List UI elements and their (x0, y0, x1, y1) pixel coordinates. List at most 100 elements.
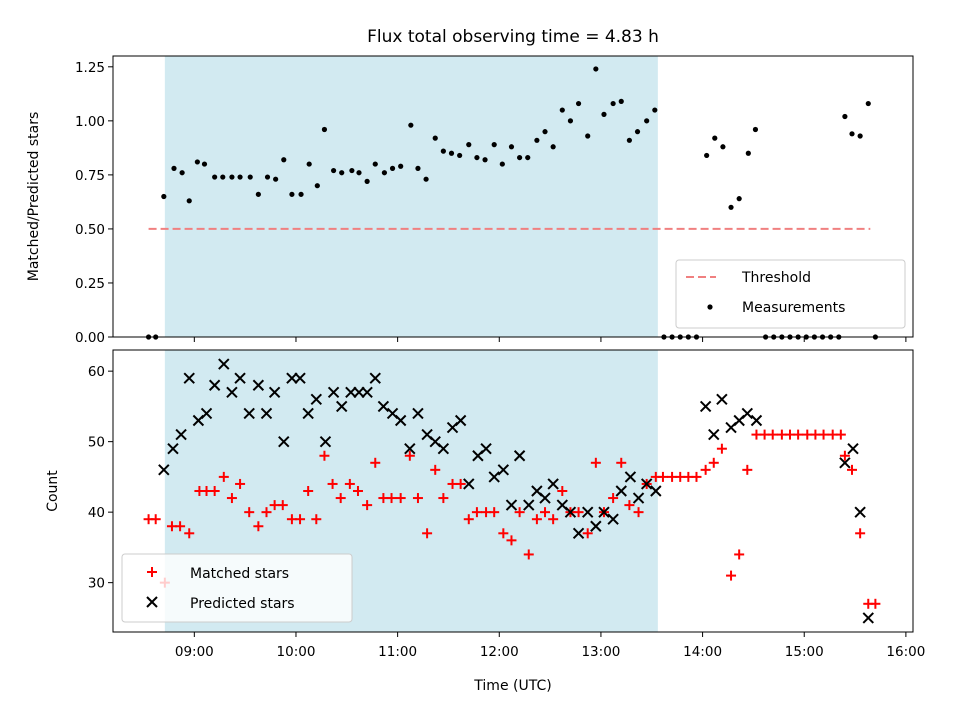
matched-star-point (226, 493, 237, 504)
predicted-star-point (437, 442, 450, 455)
measurement-point (712, 135, 718, 141)
legend-predicted-swatch (146, 596, 158, 608)
measurement-point (728, 204, 734, 210)
measurement-point (482, 157, 488, 163)
matched-star-point (523, 549, 534, 560)
x-tick-label: 10:00 (277, 644, 316, 660)
predicted-star-point (615, 485, 627, 497)
predicted-star-point (741, 407, 754, 420)
count-y-tick-label: 50 (88, 435, 105, 451)
predicted-star-point (394, 414, 407, 427)
predicted-star-point (750, 414, 763, 427)
measurement-point (610, 100, 616, 107)
measurement-point (652, 107, 658, 113)
predicted-star-point (167, 442, 179, 455)
count-y-tick-label: 40 (88, 505, 105, 521)
matched-star-point (548, 514, 559, 525)
matched-star-point (557, 486, 568, 496)
matched-star-point (261, 507, 272, 518)
measurement-point (466, 142, 472, 148)
x-tick-label: 16:00 (886, 644, 925, 660)
measurement-point (865, 100, 871, 107)
predicted-star-point (572, 527, 585, 540)
matched-star-point (244, 507, 255, 518)
measurement-point (255, 191, 261, 197)
predicted-star-point (327, 386, 340, 399)
measurement-point (381, 170, 388, 176)
matched-star-point (734, 549, 745, 560)
matched-star-point (175, 521, 186, 532)
legend-threshold-label: Threshold (741, 270, 811, 286)
matched-star-point (540, 507, 551, 518)
predicted-star-point (260, 407, 273, 420)
measurement-point (389, 165, 396, 171)
measurement-point (281, 157, 287, 163)
matched-star-point (590, 457, 601, 468)
x-tick-label: 15:00 (785, 644, 824, 660)
predicted-star-point (607, 513, 619, 525)
predicted-star-point (286, 372, 298, 384)
count-legend-box (121, 553, 353, 623)
matched-stars-points (143, 429, 881, 609)
predicted-star-point (505, 499, 518, 511)
measurement-point (474, 154, 480, 161)
measurement-point (542, 129, 548, 135)
observing-window-shade (164, 56, 658, 337)
measurement-point (229, 174, 235, 180)
matched-star-point (633, 507, 644, 518)
x-axis-label: Time (UTC) (473, 678, 551, 694)
matched-star-point (303, 486, 314, 496)
measurement-point (212, 174, 218, 180)
matched-star-point (362, 500, 373, 511)
matched-star-point (531, 514, 542, 525)
matched-star-point (430, 464, 441, 475)
predicted-star-point (226, 386, 238, 399)
measurement-point (644, 118, 650, 124)
measurement-point (321, 126, 328, 133)
x-tick-label: 11:00 (378, 644, 417, 660)
matched-star-point (839, 450, 850, 461)
predicted-star-point (345, 386, 357, 399)
predicted-star-point (847, 442, 859, 455)
matched-star-point (370, 457, 381, 468)
predicted-star-point (278, 435, 290, 448)
predicted-star-point (716, 393, 728, 406)
predicted-star-point (497, 464, 510, 476)
predicted-star-point (353, 386, 365, 399)
matched-star-point (835, 429, 846, 440)
matched-star-point (422, 528, 433, 539)
predicted-star-point (582, 506, 594, 518)
count-y-tick-label: 30 (88, 576, 105, 592)
measurement-point (171, 165, 177, 171)
predicted-star-point (839, 457, 851, 469)
predicted-star-point (650, 485, 662, 497)
matched-star-point (150, 514, 161, 525)
predicted-star-point (708, 428, 720, 441)
predicted-star-point (302, 407, 314, 420)
measurement-point (220, 174, 226, 180)
predicted-star-point (463, 478, 475, 490)
matched-star-point (311, 514, 322, 525)
count-y-tick-label: 60 (88, 364, 105, 380)
measurement-point (440, 148, 446, 154)
matched-star-point (352, 486, 363, 496)
measurement-point (314, 183, 320, 189)
matched-star-point (582, 528, 593, 539)
predicted-star-point (243, 407, 255, 420)
predicted-star-point (513, 450, 526, 462)
matched-star-point (870, 598, 881, 609)
matched-star-point (742, 464, 753, 475)
matched-star-point (404, 450, 415, 461)
ratio-y-tick-label: 1.00 (75, 114, 105, 130)
matched-star-point (209, 486, 220, 496)
predicted-star-point (175, 428, 187, 441)
legend-measurements-swatch (707, 304, 713, 310)
matched-star-point (235, 478, 246, 489)
ratio-legend-box (675, 259, 906, 329)
matched-star-point (344, 478, 355, 489)
measurement-point (273, 176, 279, 182)
matched-star-point (573, 507, 584, 518)
matched-star-point (319, 450, 330, 461)
matched-star-point (438, 493, 449, 504)
measurement-point (457, 152, 463, 159)
